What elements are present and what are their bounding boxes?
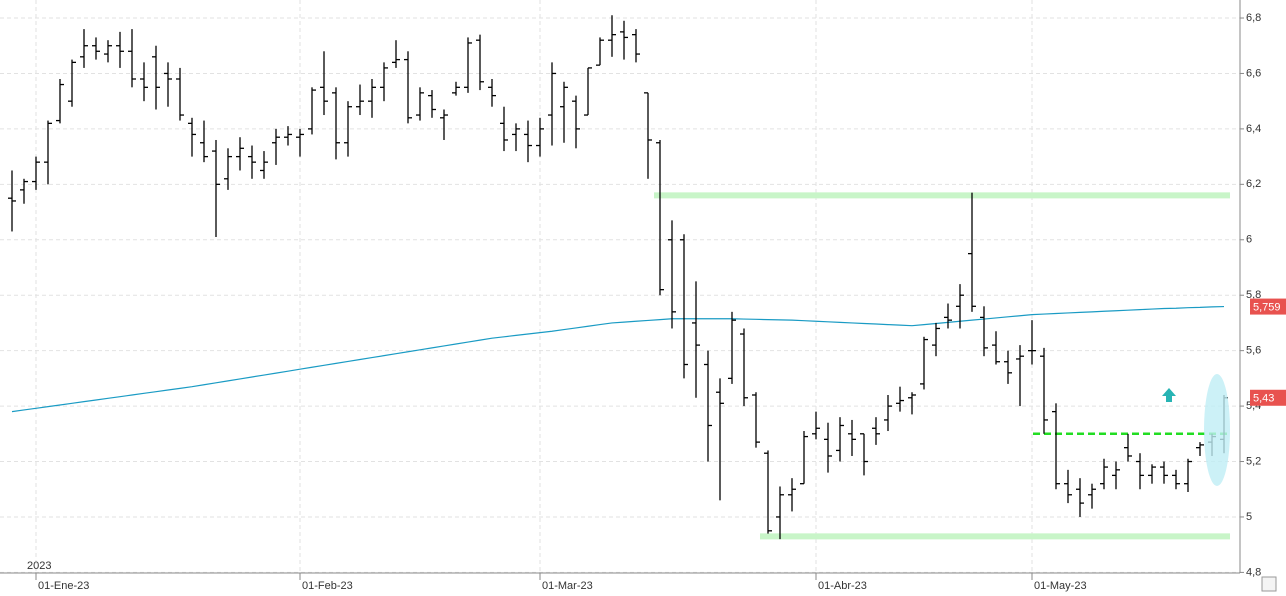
y-tick-label: 6,8 <box>1246 12 1261 24</box>
y-tick-label: 6,2 <box>1246 178 1261 190</box>
x-tick-label: 01-Mar-23 <box>542 580 593 592</box>
y-tick-label: 5,2 <box>1246 455 1261 467</box>
price-marker-label: 5,759 <box>1253 301 1281 313</box>
corner-icon[interactable] <box>1261 576 1277 592</box>
x-tick-label: 01-Ene-23 <box>38 580 89 592</box>
plot <box>8 15 1228 540</box>
year-label: 2023 <box>27 560 51 572</box>
highlight-ellipse <box>1204 374 1230 486</box>
price-marker <box>1250 298 1286 315</box>
y-tick-label: 5,8 <box>1246 289 1261 301</box>
y-tick-label: 5 <box>1246 511 1252 523</box>
x-tick-label: 01-Abr-23 <box>818 580 867 592</box>
grid: 6,86,66,46,265,85,65,45,254,801-Ene-23 01… <box>0 0 1261 592</box>
y-tick-label: 5,6 <box>1246 345 1261 357</box>
x-tick-label: 01-Feb-23 <box>302 580 353 592</box>
y-tick-label: 6 <box>1246 234 1252 246</box>
moving-average <box>11 305 1225 413</box>
price-marker-label: 5,43 <box>1253 393 1274 405</box>
overlay: 5,759 5,43 <box>1250 298 1286 406</box>
y-tick-label: 6,4 <box>1246 123 1261 135</box>
y-tick-label: 6,6 <box>1246 67 1261 79</box>
annotations <box>654 192 1230 540</box>
x-tick-label: 01-May-23 <box>1034 580 1087 592</box>
y-tick-label: 4,8 <box>1246 566 1261 578</box>
price-marker <box>1250 389 1286 406</box>
up-arrow <box>1162 388 1176 402</box>
